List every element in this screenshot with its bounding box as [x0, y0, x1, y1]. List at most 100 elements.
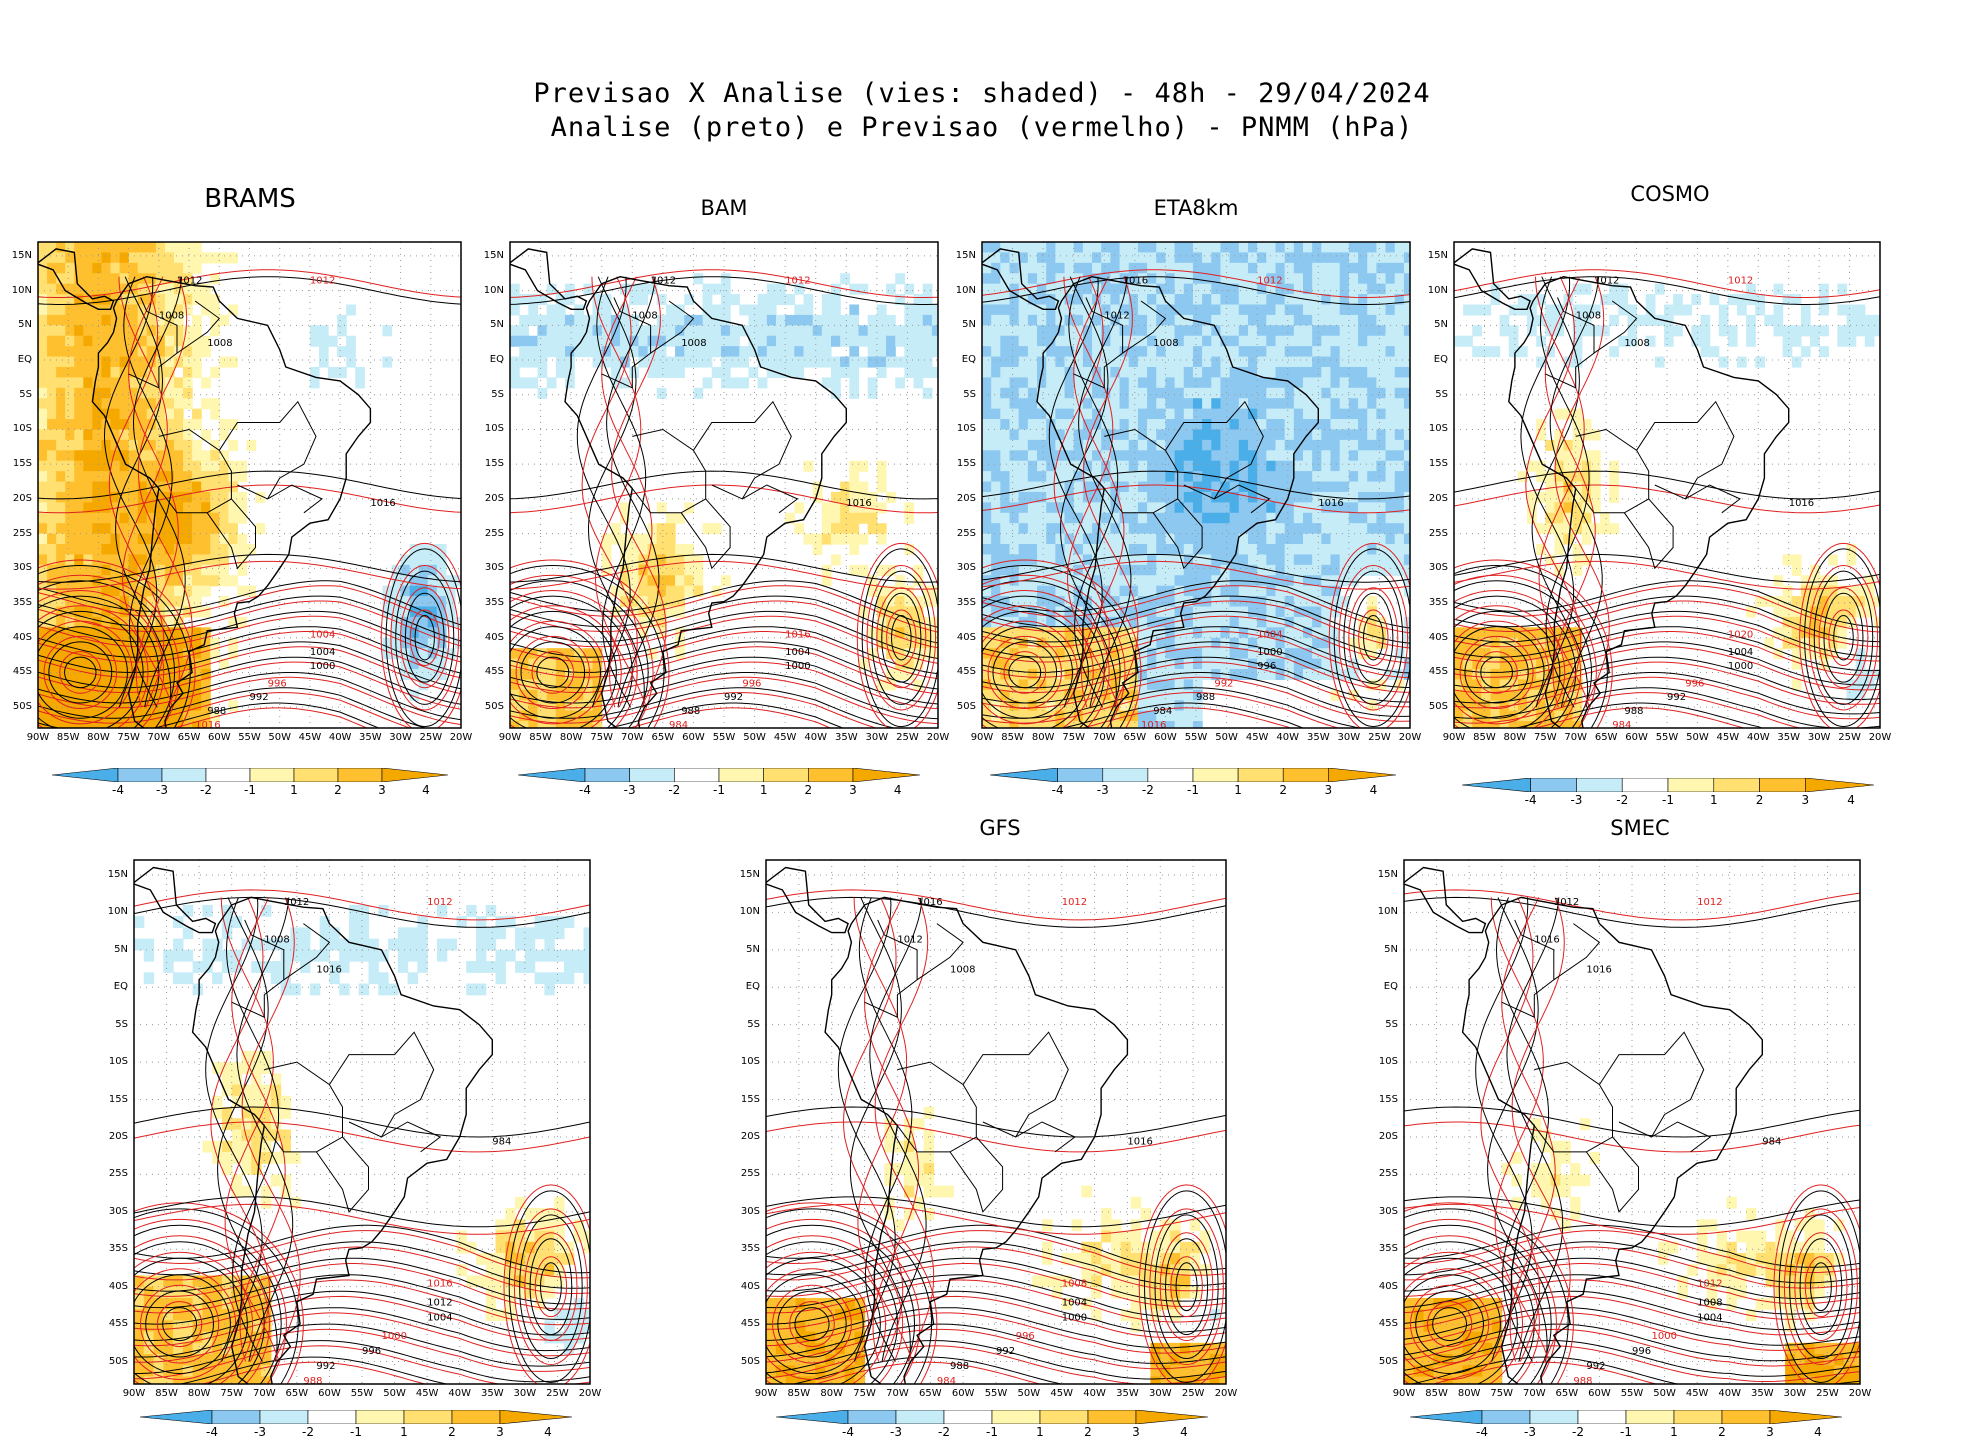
lat-tick-label: 45S	[100, 1318, 128, 1329]
lon-tick-label: 35W	[1110, 1388, 1144, 1399]
contour-label: 988	[950, 1361, 969, 1372]
contour-label: 1012	[427, 897, 452, 908]
lat-tick-label: EQ	[4, 354, 32, 365]
colorbar-tick-label: 2	[437, 1425, 467, 1439]
lat-tick-label: 50S	[4, 701, 32, 712]
contour-label: 1016	[1586, 964, 1611, 975]
colorbar-tick-label: -2	[1607, 793, 1637, 807]
lat-tick-label: 5N	[476, 319, 504, 330]
lon-tick-label: 65W	[280, 1388, 314, 1399]
lon-tick-label: 85W	[782, 1388, 816, 1399]
lat-tick-label: 10S	[476, 423, 504, 434]
contour-label: 1004	[1257, 630, 1282, 641]
colorbar-tick-label: -2	[929, 1425, 959, 1439]
colorbar-tick-label: 3	[838, 783, 868, 797]
lon-tick-label: 30W	[384, 732, 418, 743]
contour-label: 1012	[177, 276, 202, 287]
lon-tick-label: 45W	[1045, 1388, 1079, 1399]
lat-tick-label: 10S	[732, 1056, 760, 1067]
lon-tick-label: 45W	[768, 732, 802, 743]
contour-label: 1008	[1697, 1297, 1722, 1308]
lon-tick-label: 30W	[1802, 732, 1836, 743]
lon-tick-label: 55W	[707, 732, 741, 743]
lon-tick-label: 50W	[1680, 732, 1714, 743]
lon-tick-label: 70W	[1559, 732, 1593, 743]
lon-tick-label: 60W	[676, 732, 710, 743]
contour-label: 1000	[1257, 647, 1282, 658]
lat-tick-label: 5S	[948, 389, 976, 400]
lat-tick-label: 40S	[732, 1281, 760, 1292]
contour-label: 1012	[651, 276, 676, 287]
lat-tick-label: 45S	[4, 666, 32, 677]
bias-shading	[134, 905, 594, 1388]
colorbar-tick-label: 2	[793, 783, 823, 797]
colorbar-tick-label: -4	[570, 783, 600, 797]
lon-tick-label: 40W	[1713, 1388, 1747, 1399]
lat-tick-label: 20S	[1370, 1131, 1398, 1142]
lon-tick-label: 90W	[493, 732, 527, 743]
contour-label: 1016	[1789, 498, 1814, 509]
lon-tick-label: 80W	[1452, 1388, 1486, 1399]
panel-title: GFS	[940, 816, 1060, 840]
lon-tick-label: 75W	[848, 1388, 882, 1399]
lon-tick-label: 80W	[1026, 732, 1060, 743]
lat-tick-label: 20S	[1420, 493, 1448, 504]
colorbar-tick-label: 2	[1745, 793, 1775, 807]
contour-label: 1008	[159, 310, 184, 321]
contour-label: 1012	[1104, 310, 1129, 321]
lon-tick-label: 75W	[1057, 732, 1091, 743]
panel-title: ETA8km	[1136, 196, 1256, 220]
contour-label: 984	[1762, 1136, 1781, 1147]
contour-label: 984	[937, 1376, 956, 1387]
lat-tick-label: 15S	[948, 458, 976, 469]
lon-tick-label: 20W	[1393, 732, 1427, 743]
contour-label: 1000	[1062, 1312, 1087, 1323]
lon-tick-label: 75W	[585, 732, 619, 743]
colorbar-tick-label: 2	[1268, 783, 1298, 797]
colorbar-tick-label: 2	[1073, 1425, 1103, 1439]
lon-tick-label: 50W	[1012, 1388, 1046, 1399]
lon-tick-label: 55W	[345, 1388, 379, 1399]
lon-tick-label: 40W	[1271, 732, 1305, 743]
lat-tick-label: 40S	[948, 632, 976, 643]
lon-tick-label: 80W	[182, 1388, 216, 1399]
contour-label: 1012	[897, 934, 922, 945]
colorbar-tick-label: -1	[1178, 783, 1208, 797]
colorbar-tick-label: 3	[1755, 1425, 1785, 1439]
contour-label: 1008	[1153, 338, 1178, 349]
contour-label: 1000	[1652, 1331, 1677, 1342]
lat-tick-label: 40S	[1370, 1281, 1398, 1292]
contour-label: 984	[669, 720, 688, 731]
lon-tick-label: 60W	[1148, 732, 1182, 743]
colorbar-tick-label: -3	[1561, 793, 1591, 807]
lat-tick-label: 50S	[732, 1356, 760, 1367]
lon-tick-label: 40W	[1741, 732, 1775, 743]
lon-tick-label: 60W	[1582, 1388, 1616, 1399]
lat-tick-label: 40S	[4, 632, 32, 643]
colorbar-tick-label: 1	[1223, 783, 1253, 797]
lat-tick-label: 45S	[1420, 666, 1448, 677]
colorbar-tick-label: 3	[1790, 793, 1820, 807]
colorbar-tick-label: 2	[323, 783, 353, 797]
colorbar-tick-label: -1	[704, 783, 734, 797]
lon-tick-label: 25W	[540, 1388, 574, 1399]
lat-tick-label: 40S	[100, 1281, 128, 1292]
colorbar-tick-label: -3	[1515, 1425, 1545, 1439]
contour-label: 996	[1257, 661, 1276, 672]
lat-tick-label: 50S	[476, 701, 504, 712]
lon-tick-label: 70W	[142, 732, 176, 743]
contour-label: 1008	[1576, 310, 1601, 321]
lon-tick-label: 70W	[247, 1388, 281, 1399]
lat-tick-label: EQ	[476, 354, 504, 365]
colorbar-tick-label: 1	[749, 783, 779, 797]
lat-tick-label: 20S	[732, 1131, 760, 1142]
lat-tick-label: 5S	[4, 389, 32, 400]
contour-label: 984	[492, 1136, 511, 1147]
lon-tick-label: 45W	[1711, 732, 1745, 743]
colorbar-tick-label: 3	[1313, 783, 1343, 797]
lat-tick-label: 10N	[100, 906, 128, 917]
lat-tick-label: 40S	[476, 632, 504, 643]
contour-label: 1008	[264, 934, 289, 945]
